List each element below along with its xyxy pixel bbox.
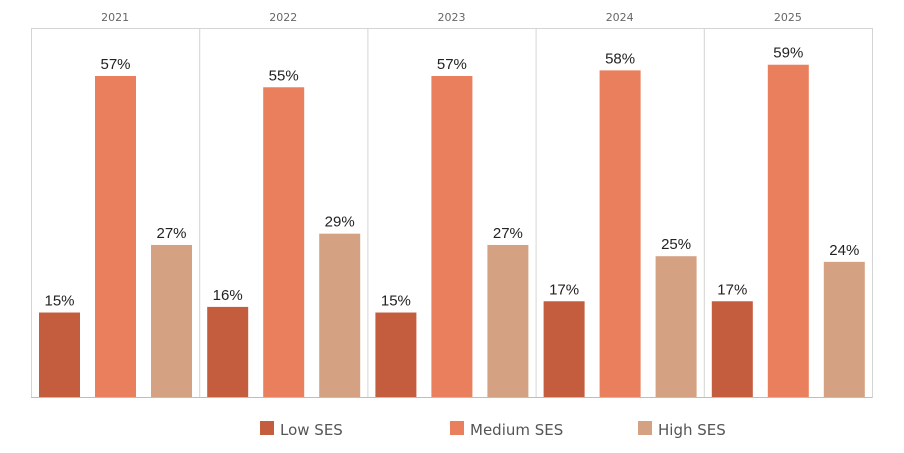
value-label-high-ses-2022: 29% [325,214,355,231]
bar-low-ses-2024 [543,301,585,397]
bar-medium-ses-2025 [767,64,809,397]
legend-swatch-medium-ses [450,421,464,435]
value-label-low-ses-2021: 15% [44,293,74,310]
bar-high-ses-2021 [151,244,192,397]
legend-item-medium-ses: Medium SES [450,421,563,439]
legend-swatch-low-ses [260,421,274,435]
value-label-low-ses-2025: 17% [717,281,747,298]
value-label-high-ses-2023: 27% [493,225,523,242]
value-label-high-ses-2025: 24% [829,242,859,259]
legend-item-high-ses: High SES [638,421,726,439]
year-label-2021: 2021 [101,11,129,24]
year-label-2023: 2023 [438,11,466,24]
bar-low-ses-2023 [375,312,417,397]
value-label-medium-ses-2023: 57% [437,56,467,73]
legend: Low SES Medium SES High SES [260,421,726,439]
year-label-2024: 2024 [606,11,634,24]
bar-high-ses-2023 [487,244,529,397]
legend-label-medium-ses: Medium SES [470,421,563,439]
year-label-2025: 2025 [774,11,802,24]
bar-low-ses-2025 [711,301,753,397]
bar-medium-ses-2022 [263,87,305,398]
value-label-medium-ses-2024: 58% [605,50,635,67]
year-label-2022: 2022 [269,11,297,24]
bar-high-ses-2025 [823,261,865,397]
bar-medium-ses-2023 [431,76,473,397]
bar-high-ses-2024 [655,256,697,397]
value-label-medium-ses-2021: 57% [100,56,130,73]
bar-medium-ses-2021 [95,76,136,397]
value-label-medium-ses-2025: 59% [773,45,803,62]
value-label-low-ses-2022: 16% [213,287,243,304]
bar-low-ses-2022 [207,306,249,397]
value-label-high-ses-2024: 25% [661,236,691,253]
legend-item-low-ses: Low SES [260,421,343,439]
bar-low-ses-2021 [39,312,80,397]
value-label-high-ses-2021: 27% [156,225,186,242]
value-label-medium-ses-2022: 55% [269,67,299,84]
legend-label-low-ses: Low SES [280,421,343,439]
legend-swatch-high-ses [638,421,652,435]
bar-medium-ses-2024 [599,70,641,398]
legend-label-high-ses: High SES [658,421,726,439]
bar-high-ses-2022 [319,233,361,397]
value-label-low-ses-2024: 17% [549,281,579,298]
value-label-low-ses-2023: 15% [381,293,411,310]
